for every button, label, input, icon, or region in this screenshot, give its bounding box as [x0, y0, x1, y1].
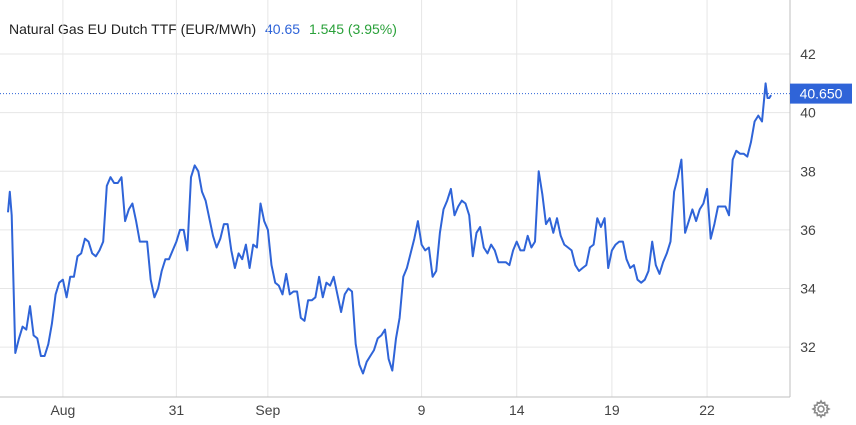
- axes: [0, 0, 791, 398]
- y-tick-label: 42: [800, 46, 816, 62]
- gear-icon[interactable]: [811, 399, 831, 419]
- x-tick-label: 22: [699, 402, 715, 418]
- x-tick-label: 31: [169, 402, 185, 418]
- x-tick-label: 9: [418, 402, 426, 418]
- instrument-title: Natural Gas EU Dutch TTF (EUR/MWh): [9, 21, 257, 37]
- y-axis-ticks: 32 34 36 38 40 42: [800, 46, 816, 355]
- grid-lines: [0, 0, 790, 397]
- y-tick-label: 32: [800, 339, 816, 355]
- last-value-marker-bg: [790, 83, 852, 104]
- last-value-label: 40.650: [800, 86, 843, 102]
- last-value-marker: 40.650: [790, 83, 852, 104]
- price-change: 1.545 (3.95%): [308, 21, 397, 37]
- y-tick-label: 34: [800, 281, 816, 297]
- chart-header: Natural Gas EU Dutch TTF (EUR/MWh) 40.65…: [9, 21, 402, 37]
- y-tick-label: 40: [800, 105, 816, 121]
- x-tick-label: 14: [509, 402, 525, 418]
- x-axis-ticks: Aug 31 Sep 9 14 19 22: [50, 402, 715, 418]
- x-tick-label: Sep: [255, 402, 280, 418]
- y-tick-label: 36: [800, 222, 816, 238]
- x-tick-label: Aug: [50, 402, 75, 418]
- x-tick-label: 19: [604, 402, 620, 418]
- last-price: 40.65: [265, 21, 301, 37]
- y-tick-label: 38: [800, 163, 816, 179]
- price-series-line: [7, 82, 772, 375]
